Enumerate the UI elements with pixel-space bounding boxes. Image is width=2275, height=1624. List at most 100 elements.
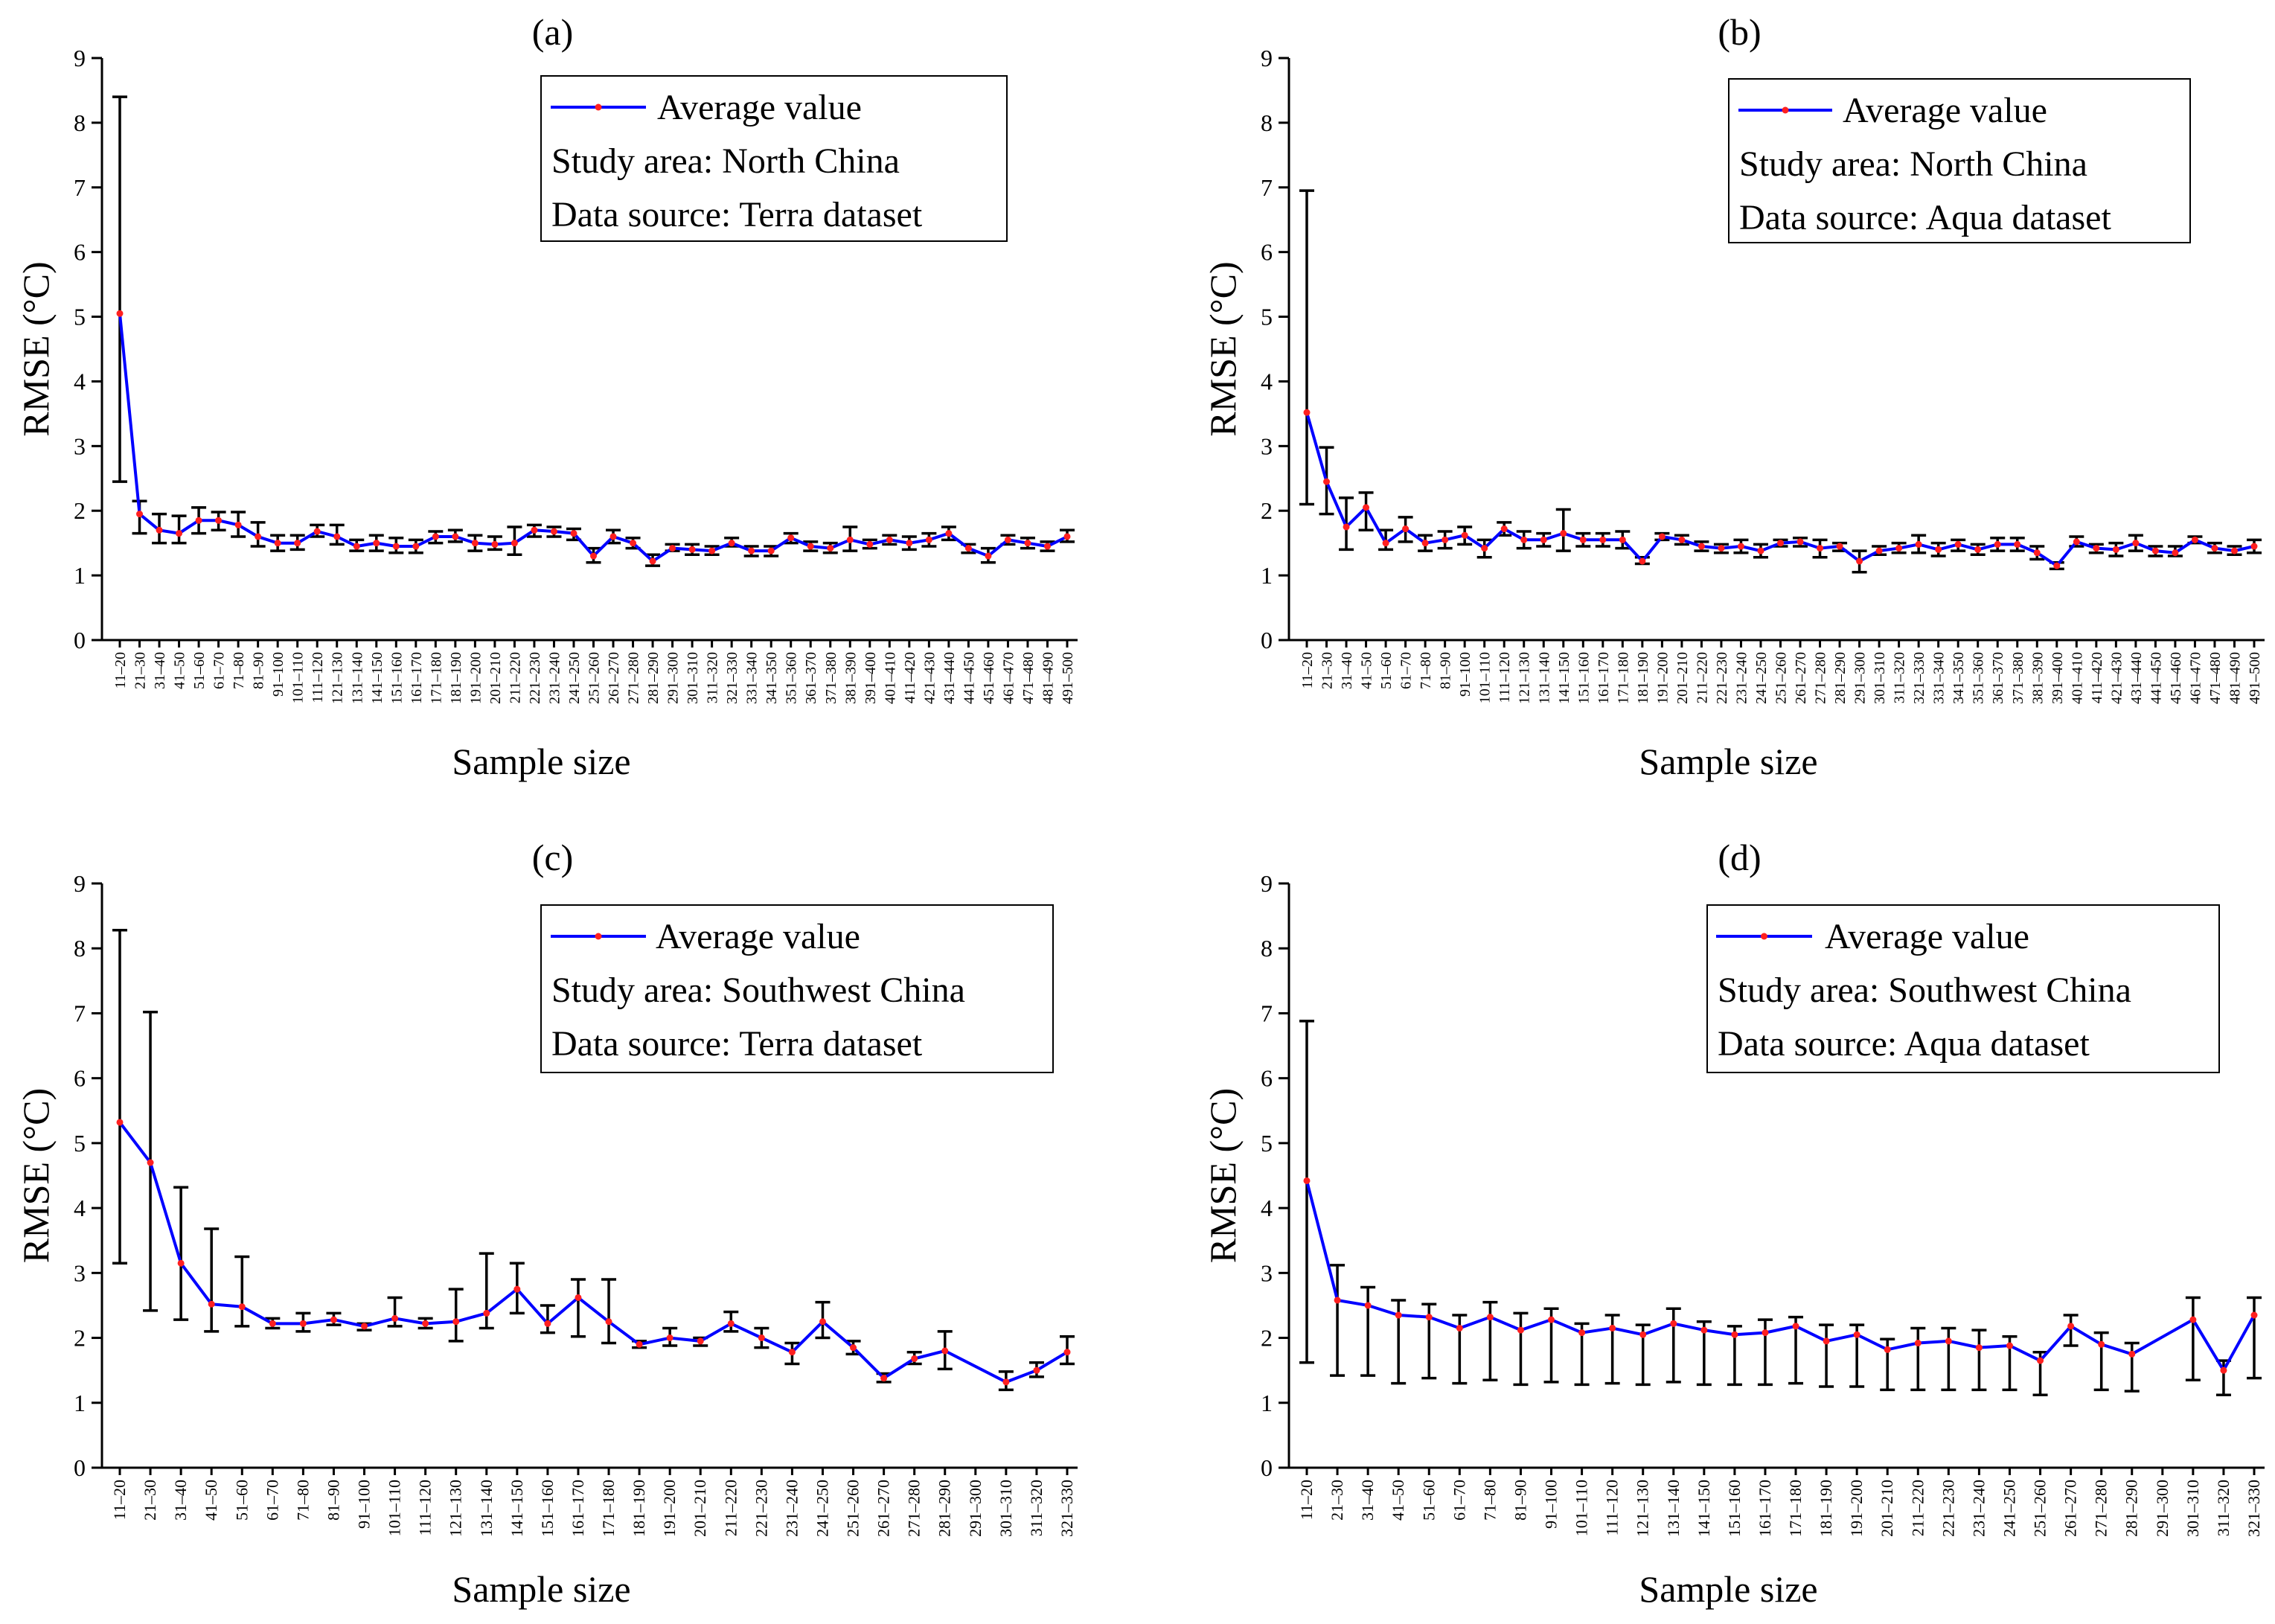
data-point	[2037, 1357, 2044, 1364]
x-tick-label: 221–230	[527, 652, 543, 704]
y-tick-label: 0	[1261, 1454, 1273, 1481]
x-tick-label: 231–240	[1733, 652, 1750, 704]
x-tick-label: 481–490	[1040, 652, 1056, 704]
legend-marker-swatch	[1761, 933, 1767, 940]
y-tick-label: 2	[74, 497, 86, 524]
legend-info-line: Study area: Southwest China	[551, 971, 965, 1010]
x-tick-label: 401–410	[2069, 652, 2085, 704]
data-point	[1884, 1346, 1891, 1353]
y-tick-label: 3	[74, 432, 86, 459]
x-tick-label: 191–200	[660, 1480, 679, 1537]
data-point	[391, 1314, 399, 1322]
data-point	[1639, 1331, 1647, 1338]
legend-info-line: Data source: Aqua dataset	[1718, 1024, 2090, 1064]
y-tick-label: 5	[1261, 1130, 1273, 1157]
x-axis-title: Sample size	[1639, 1568, 1817, 1610]
x-tick-label: 221–230	[1714, 652, 1730, 704]
data-point	[1777, 540, 1784, 547]
x-tick-label: 71–80	[1480, 1480, 1499, 1521]
data-point	[2220, 1366, 2227, 1374]
x-tick-label: 81–90	[324, 1480, 342, 1521]
x-tick-label: 51–60	[232, 1480, 251, 1521]
legend-series-name: Average value	[657, 88, 862, 127]
x-tick-label: 131–140	[477, 1480, 496, 1537]
x-tick-label: 491–500	[2247, 652, 2263, 704]
data-point	[1421, 540, 1429, 547]
y-tick-label: 6	[1261, 239, 1273, 266]
x-tick-label: 351–360	[784, 652, 800, 704]
x-tick-label: 161–170	[569, 1480, 587, 1537]
y-tick-label: 2	[1261, 497, 1273, 524]
x-tick-label: 121–130	[330, 652, 346, 704]
data-point	[2250, 1311, 2258, 1319]
x-tick-label: 171–180	[1615, 652, 1631, 704]
x-tick-label: 391–400	[863, 652, 879, 704]
data-point	[1698, 543, 1705, 550]
error-bar	[171, 514, 187, 545]
x-tick-label: 381–390	[842, 652, 859, 704]
x-tick-label: 31–40	[171, 1480, 190, 1521]
data-point	[1395, 1311, 1402, 1319]
data-point	[575, 1294, 582, 1301]
data-point	[1024, 540, 1031, 547]
x-tick-label: 11–20	[1299, 652, 1316, 688]
y-tick-label: 8	[1261, 935, 1273, 962]
y-tick-label: 0	[1261, 627, 1273, 653]
x-tick-label: 201–210	[1878, 1480, 1896, 1537]
x-tick-label: 281–290	[1832, 652, 1849, 704]
y-tick-label: 9	[1261, 870, 1273, 897]
x-tick-label: 211–220	[721, 1480, 740, 1536]
data-point	[941, 1347, 949, 1355]
data-point	[215, 517, 223, 524]
data-point	[452, 1318, 460, 1326]
legend-box	[540, 75, 1008, 242]
legend-info-line: Data source: Terra dataset	[551, 1024, 923, 1064]
data-point	[274, 540, 281, 547]
error-bar	[1513, 1311, 1529, 1387]
y-tick-label: 9	[1261, 45, 1273, 71]
error-bar	[1941, 1326, 1956, 1392]
data-point	[1853, 1331, 1860, 1338]
y-tick-label: 3	[74, 1259, 86, 1286]
x-tick-label: 31–40	[1358, 1480, 1377, 1521]
y-tick-label: 6	[74, 239, 86, 266]
data-point	[1578, 1329, 1586, 1337]
y-tick-label: 3	[1261, 432, 1273, 459]
x-tick-label: 231–240	[1969, 1480, 1988, 1537]
x-tick-label: 421–430	[2108, 652, 2125, 704]
data-point	[911, 1355, 918, 1362]
x-tick-label: 141–150	[1695, 1480, 1713, 1537]
x-tick-label: 251–260	[1773, 652, 1790, 704]
x-tick-label: 91–100	[270, 652, 287, 697]
x-tick-label: 211–220	[1694, 652, 1710, 703]
data-point	[605, 1318, 612, 1326]
data-point	[1517, 1326, 1524, 1334]
y-tick-label: 7	[1261, 174, 1273, 201]
data-point	[2093, 545, 2100, 552]
data-point	[1609, 1324, 1616, 1332]
x-tick-label: 131–140	[1536, 652, 1552, 704]
x-tick-label: 91–100	[355, 1480, 374, 1529]
y-tick-label: 4	[74, 368, 86, 394]
x-tick-label: 191–200	[1847, 1480, 1866, 1537]
error-bar	[1910, 1326, 1926, 1392]
x-tick-label: 111–120	[416, 1480, 435, 1535]
x-tick-label: 171–180	[1786, 1480, 1805, 1537]
data-point	[136, 511, 144, 518]
x-tick-label: 111–120	[1603, 1480, 1622, 1535]
data-point	[1323, 478, 1331, 485]
x-tick-label: 301–310	[1872, 652, 1888, 704]
data-point	[728, 540, 735, 547]
y-axis-title: RMSE (°C)	[1202, 261, 1244, 436]
x-tick-label: 51–60	[1378, 652, 1395, 689]
data-point	[238, 1303, 246, 1311]
data-point	[1063, 1349, 1071, 1356]
data-point	[1731, 1331, 1738, 1338]
data-point	[2053, 562, 2061, 569]
y-axis-title: RMSE (°C)	[15, 1088, 57, 1263]
data-point	[886, 536, 893, 543]
data-point	[1974, 546, 1982, 553]
chart-panel-a: 0 1 2 3 4 5 6 7 8 9 11–20 21–30 31–40 41–50 51–60 61–70…	[15, 11, 1078, 782]
data-point	[1500, 525, 1508, 533]
data-point	[1737, 543, 1744, 550]
